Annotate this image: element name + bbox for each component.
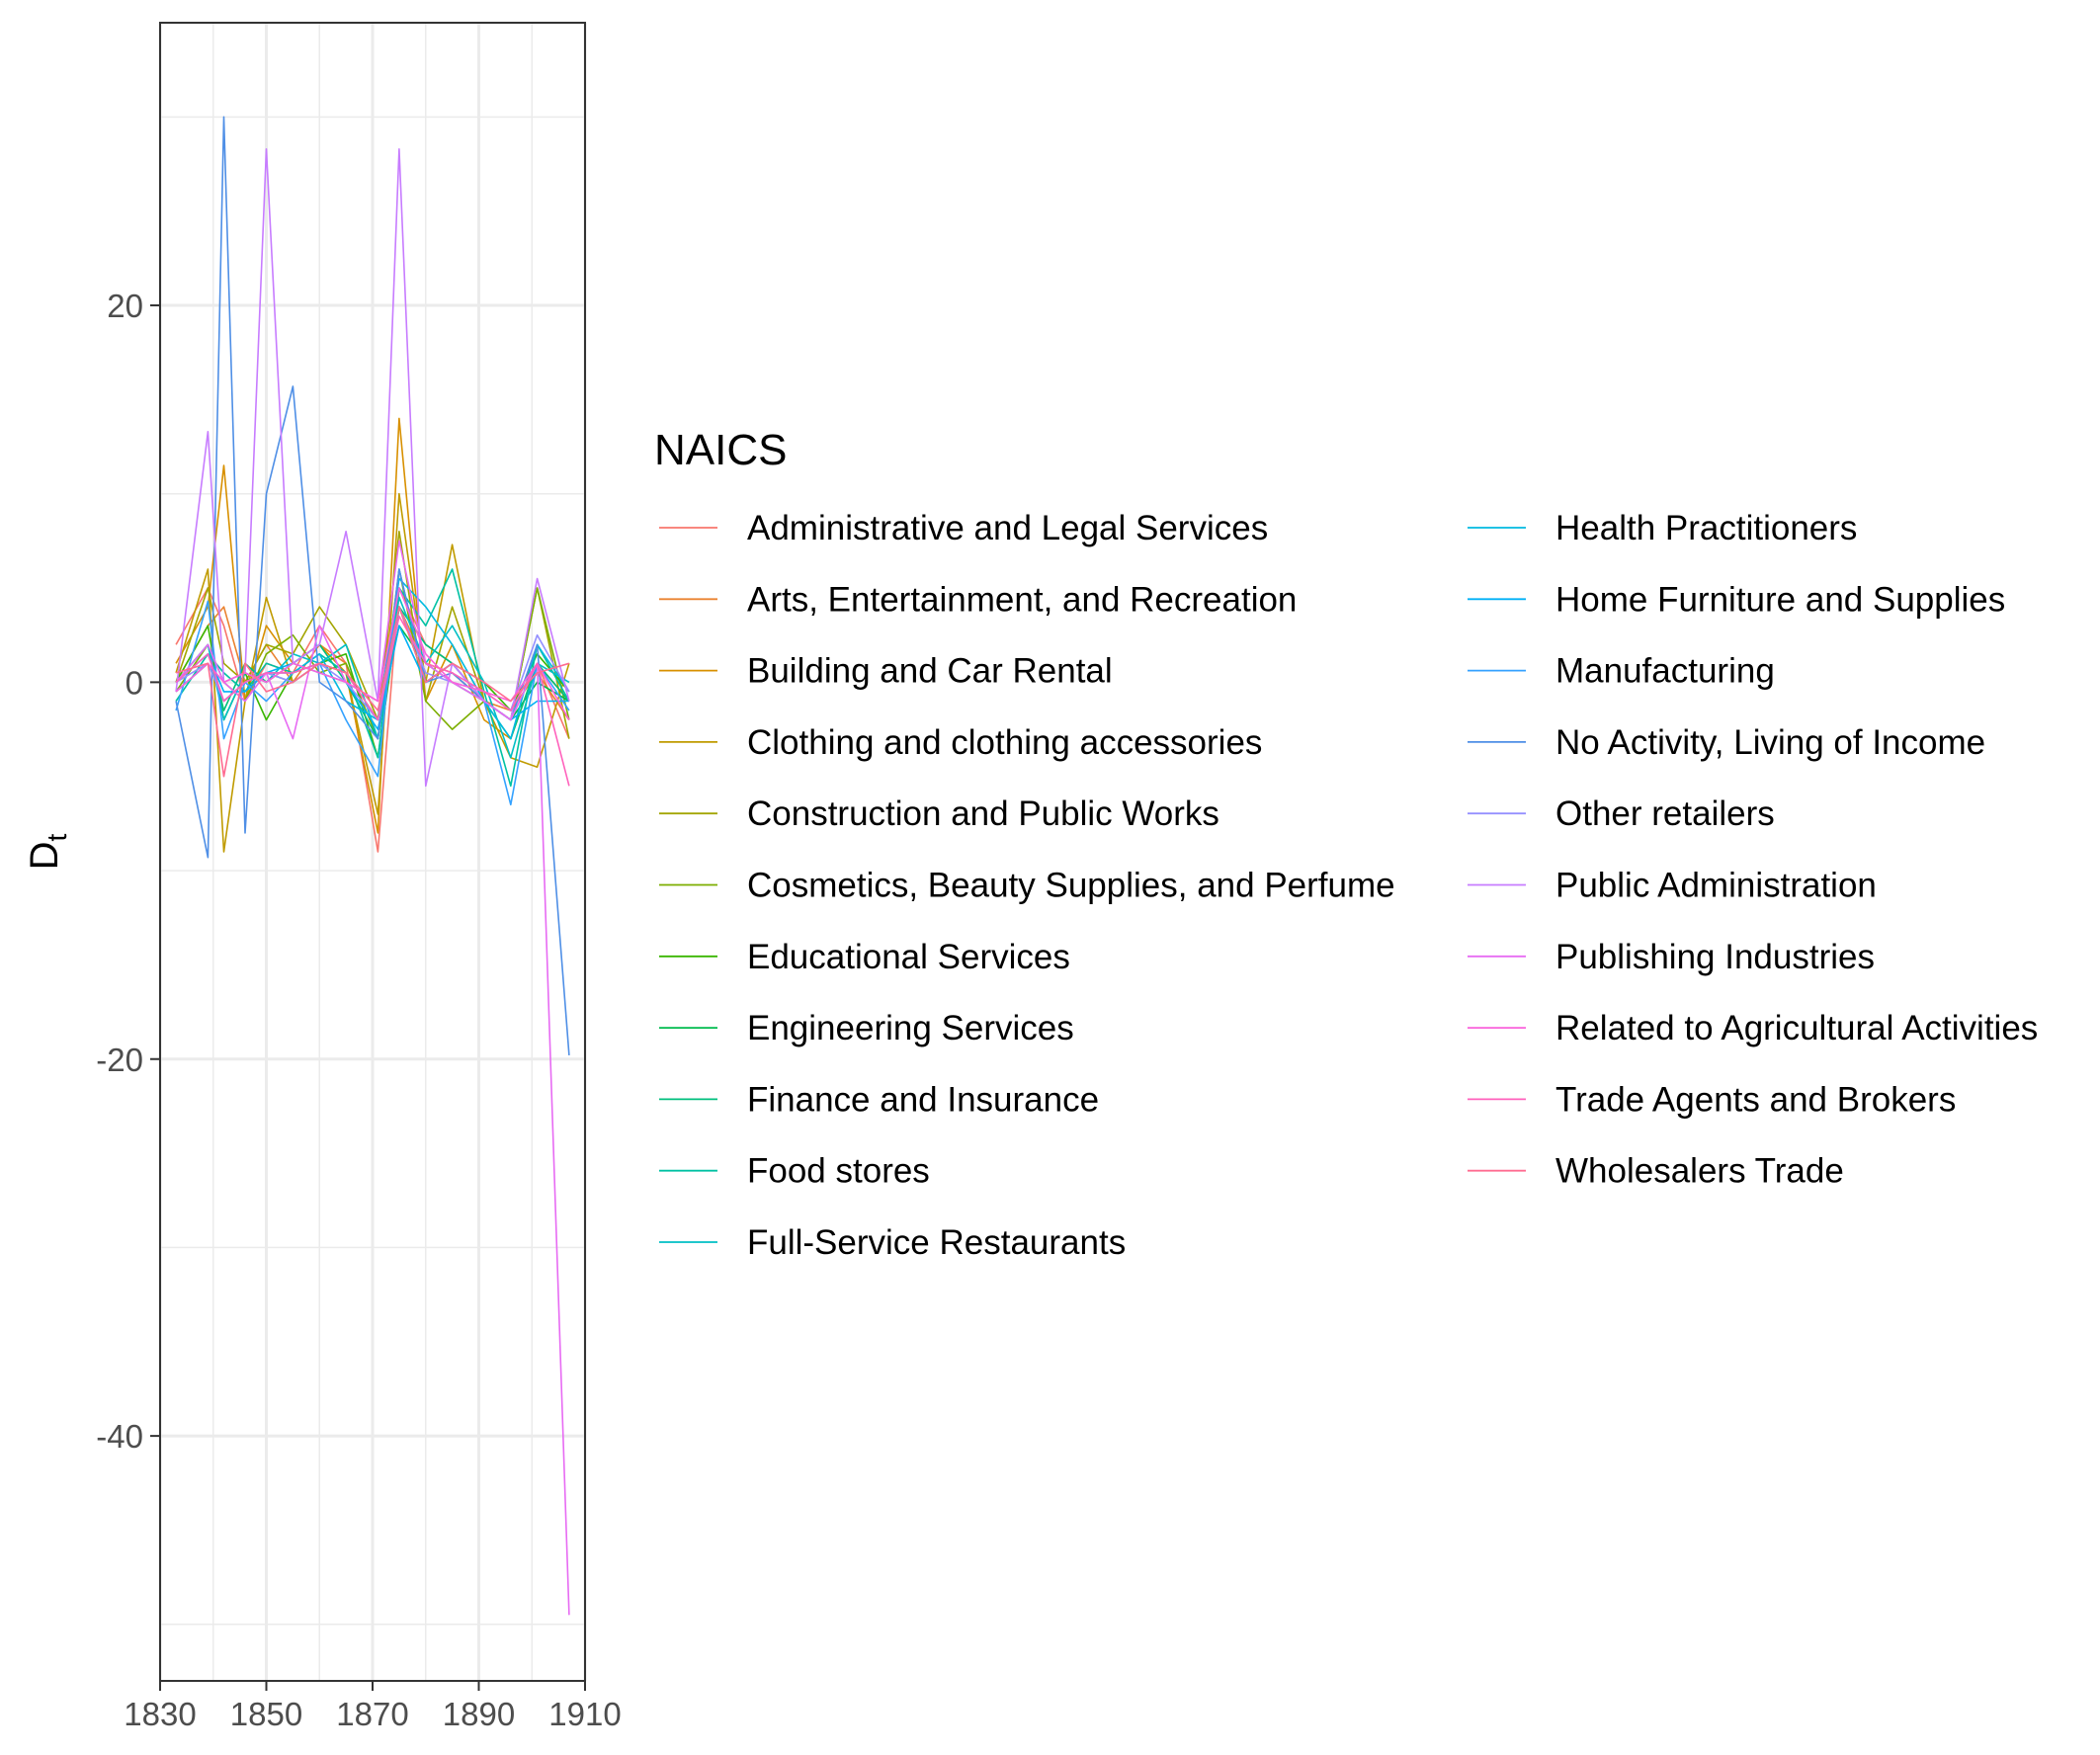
x-tick-label: 1830 bbox=[124, 1696, 196, 1732]
legend-label: Food stores bbox=[747, 1152, 930, 1191]
legend-label: Educational Services bbox=[747, 938, 1070, 976]
x-tick-label: 1910 bbox=[548, 1696, 621, 1732]
y-tick-label: -40 bbox=[96, 1418, 143, 1455]
legend: NAICS Administrative and Legal Services A… bbox=[654, 426, 2038, 1262]
series-line bbox=[175, 568, 570, 788]
legend-label: Administrative and Legal Services bbox=[747, 509, 1268, 547]
x-tick-label: 1890 bbox=[443, 1696, 515, 1732]
x-tick-label: 1870 bbox=[336, 1696, 408, 1732]
legend-label: Related to Agricultural Activities bbox=[1555, 1009, 2038, 1047]
legend-label: Clothing and clothing accessories bbox=[747, 723, 1262, 762]
series-lines bbox=[175, 116, 570, 1616]
legend-label: Construction and Public Works bbox=[747, 794, 1219, 833]
legend-label: Arts, Entertainment, and Recreation bbox=[747, 580, 1297, 619]
y-axis-title: Dt bbox=[23, 833, 72, 870]
series-line bbox=[175, 606, 570, 778]
legend-label: Wholesalers Trade bbox=[1555, 1152, 1844, 1191]
series-line bbox=[175, 492, 570, 853]
legend-label: Health Practitioners bbox=[1555, 509, 1857, 547]
series-line bbox=[175, 615, 570, 787]
legend-label: Finance and Insurance bbox=[747, 1080, 1099, 1119]
y-tick-label: -20 bbox=[96, 1042, 143, 1078]
y-axis-title-text: D bbox=[23, 841, 66, 870]
axes: 1830 1850 1870 1890 1910 20 0 -20 -40 bbox=[96, 288, 621, 1732]
y-tick-label: 20 bbox=[107, 288, 143, 324]
legend-label: Cosmetics, Beauty Supplies, and Perfume bbox=[747, 867, 1395, 905]
legend-label: Trade Agents and Brokers bbox=[1555, 1080, 1956, 1119]
legend-label: Publishing Industries bbox=[1555, 938, 1875, 976]
legend-label: Other retailers bbox=[1555, 794, 1775, 833]
legend-title: NAICS bbox=[654, 426, 787, 474]
legend-label: Engineering Services bbox=[747, 1009, 1074, 1047]
legend-label: Home Furniture and Supplies bbox=[1555, 580, 2005, 619]
x-tick-label: 1850 bbox=[230, 1696, 302, 1732]
y-tick-label: 0 bbox=[126, 664, 143, 701]
legend-label: Manufacturing bbox=[1555, 652, 1775, 691]
legend-label: Public Administration bbox=[1555, 867, 1877, 905]
legend-label: Full-Service Restaurants bbox=[747, 1223, 1126, 1262]
series-line bbox=[175, 568, 570, 806]
y-axis-title-subscript: t bbox=[42, 833, 72, 841]
legend-label: No Activity, Living of Income bbox=[1555, 723, 1985, 762]
legend-label: Building and Car Rental bbox=[747, 652, 1113, 691]
